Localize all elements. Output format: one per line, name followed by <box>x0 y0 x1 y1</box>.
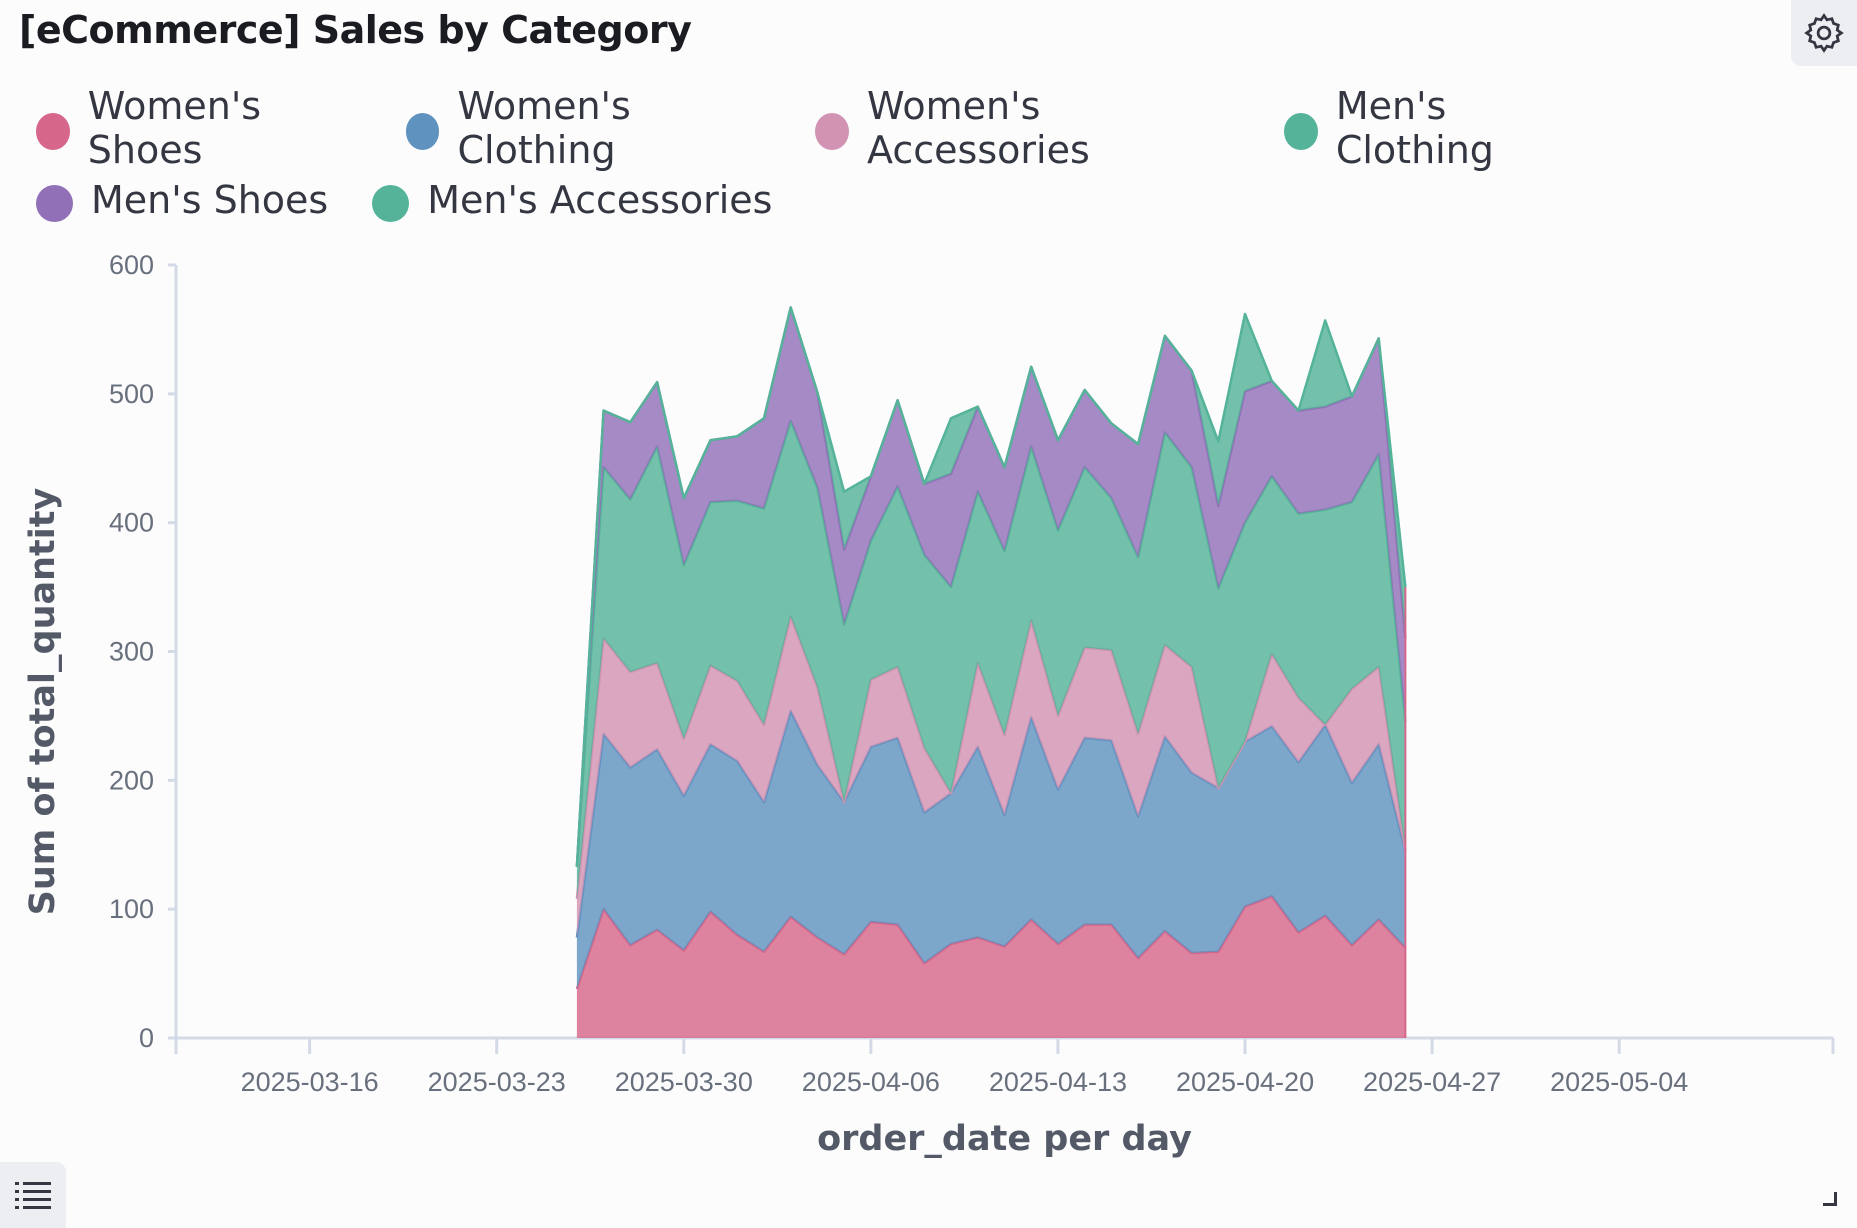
y-tick-label: 300 <box>109 637 154 667</box>
x-tick-label: 2025-04-27 <box>1363 1067 1501 1097</box>
x-tick-label: 2025-03-23 <box>428 1067 566 1097</box>
x-tick-label: 2025-05-04 <box>1550 1067 1688 1097</box>
legend-label: Women's Clothing <box>457 84 631 172</box>
legend-item[interactable]: Women's Accessories <box>815 84 1240 172</box>
series-line <box>575 306 1407 867</box>
series-area <box>576 307 1406 867</box>
legend-item[interactable]: Men's Accessories <box>372 178 772 222</box>
series-area <box>576 307 1406 867</box>
legend-color-dot <box>1284 112 1318 150</box>
x-tick-label: 2025-04-13 <box>989 1067 1127 1097</box>
legend-color-dot <box>815 112 850 150</box>
y-tick-label: 200 <box>109 765 154 795</box>
x-tick-label: 2025-04-20 <box>1176 1067 1314 1097</box>
y-tick-label: 600 <box>109 250 154 280</box>
series-area <box>576 710 1406 989</box>
x-tick-label: 2025-04-06 <box>802 1067 940 1097</box>
resize-handle-icon[interactable] <box>1823 1192 1837 1206</box>
legend-color-dot <box>372 184 410 222</box>
y-tick-label: 400 <box>109 508 154 538</box>
legend-label: Women's Accessories <box>867 84 1090 172</box>
series-area <box>576 896 1406 1038</box>
panel-title: [eCommerce] Sales by Category <box>19 8 692 52</box>
x-axis-title: order_date per day <box>817 1119 1192 1159</box>
legend-toggle-button[interactable] <box>0 1162 66 1228</box>
y-tick-label: 100 <box>109 894 154 924</box>
legend-color-dot <box>36 112 70 150</box>
legend-item[interactable]: Women's Clothing <box>405 84 772 172</box>
legend-label: Men's Shoes <box>91 178 329 222</box>
chart-legend: Women's Shoes Women's Clothing Women's Acc… <box>36 84 1636 236</box>
legend-item[interactable]: Men's Shoes <box>36 178 328 222</box>
series-area <box>576 420 1406 899</box>
y-tick-label: 0 <box>139 1023 154 1053</box>
legend-label: Men's Clothing <box>1335 84 1494 172</box>
legend-label: Men's Accessories <box>427 178 773 222</box>
legend-color-dot <box>36 184 73 222</box>
legend-label: Women's Shoes <box>87 84 262 172</box>
y-tick-label: 500 <box>109 379 154 409</box>
legend-row: Women's Shoes Women's Clothing Women's Acc… <box>36 84 1636 172</box>
legend-item[interactable]: Women's Shoes <box>36 84 362 172</box>
settings-button[interactable] <box>1791 0 1857 66</box>
series-area <box>576 616 1406 938</box>
y-axis-title: Sum of total_quantity <box>23 487 63 915</box>
legend-row: Men's Shoes Men's Accessories <box>36 164 1636 236</box>
x-tick-label: 2025-03-30 <box>615 1067 753 1097</box>
list-icon <box>15 1182 51 1209</box>
gear-icon <box>1804 13 1844 53</box>
x-tick-label: 2025-03-16 <box>241 1067 379 1097</box>
legend-color-dot <box>405 112 440 150</box>
stacked-area-chart: 0 100 200 300 400 500 600 2025-03-16 2025-03-23 2… <box>23 250 1835 1159</box>
legend-item[interactable]: Men's Clothing <box>1284 84 1592 172</box>
